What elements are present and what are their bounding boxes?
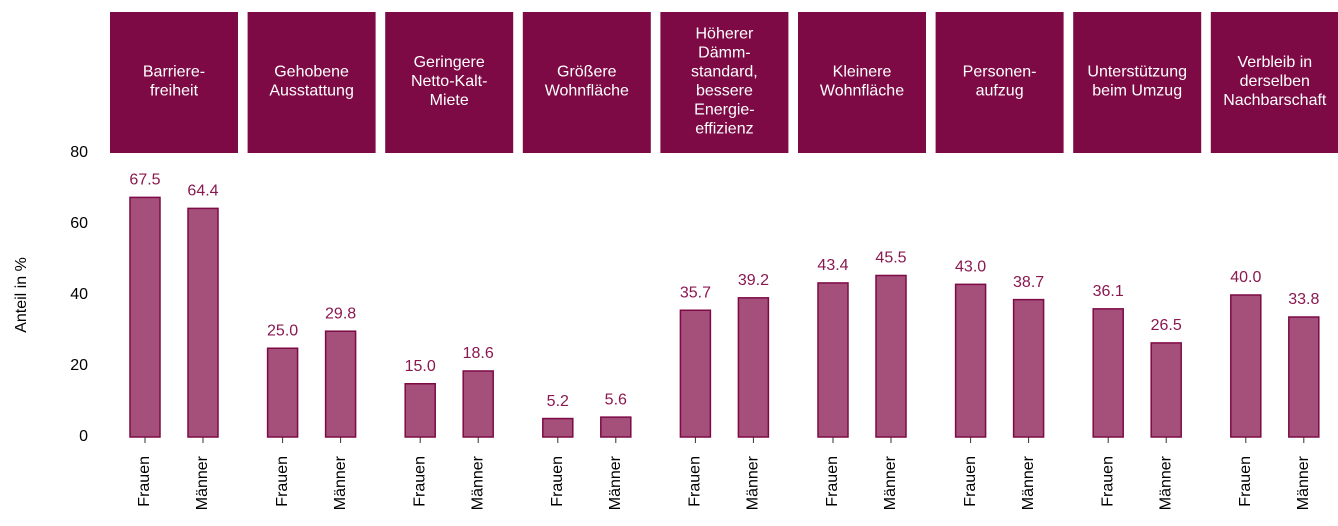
bar [737,297,770,438]
bar [817,282,849,438]
panel-title: standard, [691,64,758,81]
x-tick-label: Männer [1295,455,1312,510]
panel-title: Größere [557,64,617,81]
value-label: 29.8 [325,305,356,322]
value-label: 33.8 [1288,291,1319,308]
x-tick-label: Männer [607,455,624,510]
panel-title: Unterstützung [1087,64,1187,81]
panel-header [247,12,376,153]
value-label: 36.1 [1093,283,1124,300]
panel-title: Nachbarschaft [1223,92,1327,109]
value-label: 35.7 [680,284,711,301]
panel-title: Geringere [414,54,485,71]
panel-header [1210,12,1338,153]
value-label: 39.2 [738,272,769,289]
x-tick-label: Frauen [411,456,428,507]
panel-title: Wohnfläche [545,83,629,100]
value-label: 15.0 [405,358,436,375]
panel-header [798,12,926,153]
x-tick-label: Frauen [687,456,704,507]
value-label: 64.4 [187,183,218,200]
panel-title: Gehobene [274,64,349,81]
panel-title: Energie- [694,102,754,119]
value-label: 45.5 [875,250,906,267]
x-tick-label: Männer [469,455,486,510]
x-tick-label: Frauen [1099,456,1116,507]
panel-header [935,12,1064,153]
bar [266,347,299,438]
x-tick-label: Männer [1020,455,1037,510]
panel-title: effizienz [695,121,753,138]
panel-title: Wohnfläche [820,83,904,100]
bar [542,417,574,438]
y-tick-label: 80 [70,144,88,161]
bar [679,309,712,438]
bar [1150,342,1182,438]
y-tick-label: 20 [70,357,88,374]
value-label: 5.6 [605,391,627,408]
panel-title: bessere [696,83,753,100]
panel-header [1073,12,1202,153]
x-tick-label: Frauen [1237,456,1254,507]
x-tick-label: Männer [745,455,762,510]
panel-header [110,12,238,153]
x-tick-label: Männer [1157,455,1174,510]
value-label: 26.5 [1151,317,1182,334]
x-tick-label: Frauen [274,456,291,507]
y-axis-title: Anteil in % [13,257,30,333]
panel-title: Ausstattung [269,83,354,100]
value-label: 18.6 [463,345,494,362]
bar [600,416,632,438]
bar [1288,316,1320,438]
panel-title: freiheit [150,83,199,100]
value-label: 40.0 [1230,269,1261,286]
x-tick-label: Männer [332,455,349,510]
value-label: 43.0 [955,259,986,276]
bar [462,370,494,438]
panel-header [385,12,514,153]
x-tick-label: Frauen [962,456,979,507]
panel-title: derselben [1240,73,1310,90]
y-tick-label: 0 [79,428,88,445]
bar [875,274,907,438]
panel-title: Netto-Kalt- [411,73,487,90]
x-tick-label: Frauen [549,456,566,507]
panel-title: Höherer [695,26,753,43]
panel-title: Dämm- [698,45,750,62]
bar [1092,308,1124,438]
bar [1230,294,1262,438]
bar [1012,298,1045,438]
value-label: 38.7 [1013,274,1044,291]
panel-title: Barriere- [143,64,205,81]
bar [404,383,436,438]
panel-title: aufzug [976,83,1024,100]
bar [324,330,357,438]
panel-title: Personen- [963,64,1037,81]
y-tick-label: 60 [70,215,88,232]
panel-header [522,12,651,153]
value-label: 43.4 [817,257,848,274]
x-tick-label: Männer [882,455,899,510]
bar [187,207,219,438]
bar [954,283,987,438]
x-tick-label: Frauen [824,456,841,507]
value-label: 67.5 [129,172,160,189]
panel-header [660,12,789,153]
bar [129,196,161,438]
x-tick-label: Männer [194,455,211,510]
panel-title: Kleinere [833,64,892,81]
x-tick-label: Frauen [136,456,153,507]
value-label: 5.2 [547,393,569,410]
value-label: 25.0 [267,322,298,339]
panel-title: beim Umzug [1092,83,1182,100]
panel-title: Miete [430,92,469,109]
panel-title: Verbleib in [1237,54,1312,71]
y-tick-label: 40 [70,286,88,303]
